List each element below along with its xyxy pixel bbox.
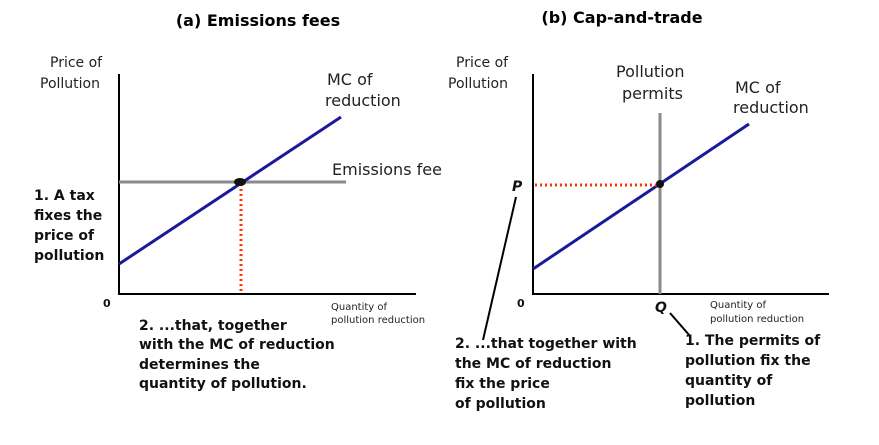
panel-a-x-label-line1: Quantity of <box>331 302 388 313</box>
panel-a-equilibrium-point <box>234 178 246 186</box>
panel-a: (a) Emissions fees Price of Pollution 0 … <box>34 11 442 392</box>
panel-b-note-left-4: of pollution <box>455 396 546 412</box>
panel-b-y-label-line1: Price of <box>456 55 509 71</box>
panel-b-note-left-3: fix the price <box>455 376 550 392</box>
panel-a-x-label-line2: pollution reduction <box>331 315 425 326</box>
panel-b-permits-label-line2: permits <box>622 84 683 103</box>
panel-a-note-left-1: 1. A tax <box>34 188 95 204</box>
panel-b-note-right-3: quantity of <box>685 373 773 389</box>
panel-b-y-label-line2: Pollution <box>448 76 508 92</box>
panel-b-mc-line <box>532 122 750 271</box>
panel-b-origin: 0 <box>517 297 525 310</box>
panel-a-mc-label-line1: MC of <box>327 70 373 89</box>
panel-b-mc-label-line2: reduction <box>733 98 809 117</box>
panel-b-pointer-price <box>482 196 517 341</box>
panel-a-mc-line <box>118 115 342 266</box>
panel-a-note-bottom-2: with the MC of reduction <box>139 337 335 353</box>
panel-a-note-bottom-3: determines the <box>139 357 260 373</box>
panel-b-note-right-4: pollution <box>685 393 755 409</box>
panel-b-x-label-line2: pollution reduction <box>710 314 804 325</box>
panel-a-y-label-line2: Pollution <box>40 76 100 92</box>
panel-a-origin: 0 <box>103 297 111 310</box>
panel-b-note-right-1: 1. The permits of <box>685 333 821 349</box>
panel-b-x-label-line1: Quantity of <box>710 300 767 311</box>
panel-a-note-left-3: price of <box>34 228 95 244</box>
panel-a-mc-label-line2: reduction <box>325 91 401 110</box>
panel-b-note-left-1: 2. ...that together with <box>455 336 637 352</box>
panel-b: (b) Cap-and-trade Price of Pollution 0 P… <box>448 8 829 412</box>
panel-b-equilibrium-point <box>656 180 664 188</box>
panel-b-note-right-2: pollution fix the <box>685 353 811 369</box>
panel-a-title: (a) Emissions fees <box>176 11 340 30</box>
panel-b-mc-label-line1: MC of <box>735 78 781 97</box>
panel-b-price-marker: P <box>512 179 523 195</box>
panel-b-permits-label-line1: Pollution <box>616 62 685 81</box>
panel-a-note-bottom-1: 2. ...that, together <box>139 318 287 334</box>
panel-a-note-left-2: fixes the <box>34 208 102 224</box>
panel-a-y-label-line1: Price of <box>50 55 103 71</box>
panel-b-pointer-quantity <box>669 312 691 337</box>
panel-a-note-left-4: pollution <box>34 248 104 264</box>
panel-b-title: (b) Cap-and-trade <box>541 8 702 27</box>
panel-a-note-bottom-4: quantity of pollution. <box>139 376 307 392</box>
panel-b-note-left-2: the MC of reduction <box>455 356 611 372</box>
panel-a-emissions-fee-label: Emissions fee <box>332 160 442 179</box>
panel-b-quantity-marker: Q <box>655 300 667 316</box>
